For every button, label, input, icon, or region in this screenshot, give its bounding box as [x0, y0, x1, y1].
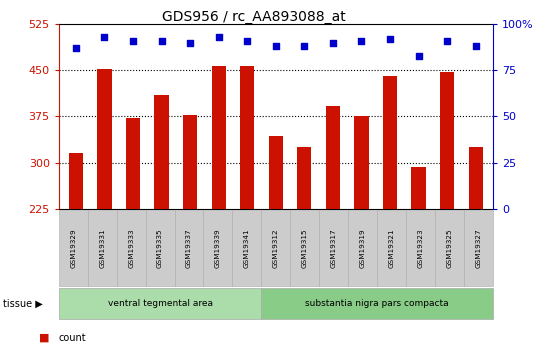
- Text: GSM19317: GSM19317: [330, 229, 337, 268]
- Text: substantia nigra pars compacta: substantia nigra pars compacta: [305, 299, 449, 308]
- Bar: [183, 115, 197, 209]
- Bar: [155, 95, 169, 209]
- Bar: [212, 66, 226, 209]
- Point: [72, 46, 81, 51]
- Bar: [326, 106, 340, 209]
- Point: [214, 34, 223, 40]
- Text: GSM19319: GSM19319: [360, 229, 366, 268]
- Point: [471, 43, 480, 49]
- Text: GDS956 / rc_AA893088_at: GDS956 / rc_AA893088_at: [162, 10, 346, 24]
- Bar: [297, 147, 311, 209]
- Point: [414, 53, 423, 58]
- Bar: [69, 153, 83, 209]
- Point: [157, 38, 166, 43]
- Bar: [383, 77, 397, 209]
- Bar: [240, 66, 254, 209]
- Bar: [440, 71, 454, 209]
- Point: [385, 36, 394, 42]
- Point: [442, 38, 451, 43]
- Bar: [469, 147, 483, 209]
- Point: [271, 43, 280, 49]
- Point: [300, 43, 309, 49]
- Text: GSM19333: GSM19333: [128, 229, 134, 268]
- Point: [129, 38, 138, 43]
- Text: ■: ■: [39, 333, 50, 343]
- Text: tissue ▶: tissue ▶: [3, 299, 43, 308]
- Text: GSM19335: GSM19335: [157, 229, 163, 268]
- Bar: [126, 118, 140, 209]
- Point: [357, 38, 366, 43]
- Text: GSM19329: GSM19329: [70, 229, 76, 268]
- Bar: [97, 69, 111, 209]
- Point: [186, 40, 195, 45]
- Text: GSM19315: GSM19315: [302, 229, 308, 268]
- Bar: [412, 167, 426, 209]
- Text: GSM19337: GSM19337: [186, 229, 192, 268]
- Text: GSM19339: GSM19339: [215, 229, 221, 268]
- Text: ventral tegmental area: ventral tegmental area: [108, 299, 213, 308]
- Point: [243, 38, 252, 43]
- Text: GSM19323: GSM19323: [417, 229, 423, 268]
- Point: [328, 40, 337, 45]
- Text: GSM19325: GSM19325: [446, 229, 452, 268]
- Text: count: count: [59, 333, 86, 343]
- Text: GSM19327: GSM19327: [475, 229, 482, 268]
- Bar: [269, 136, 283, 209]
- Text: GSM19312: GSM19312: [273, 229, 279, 268]
- Text: GSM19321: GSM19321: [389, 229, 395, 268]
- Text: GSM19331: GSM19331: [99, 229, 105, 268]
- Point: [100, 34, 109, 40]
- Text: GSM19341: GSM19341: [244, 229, 250, 268]
- Bar: [354, 117, 368, 209]
